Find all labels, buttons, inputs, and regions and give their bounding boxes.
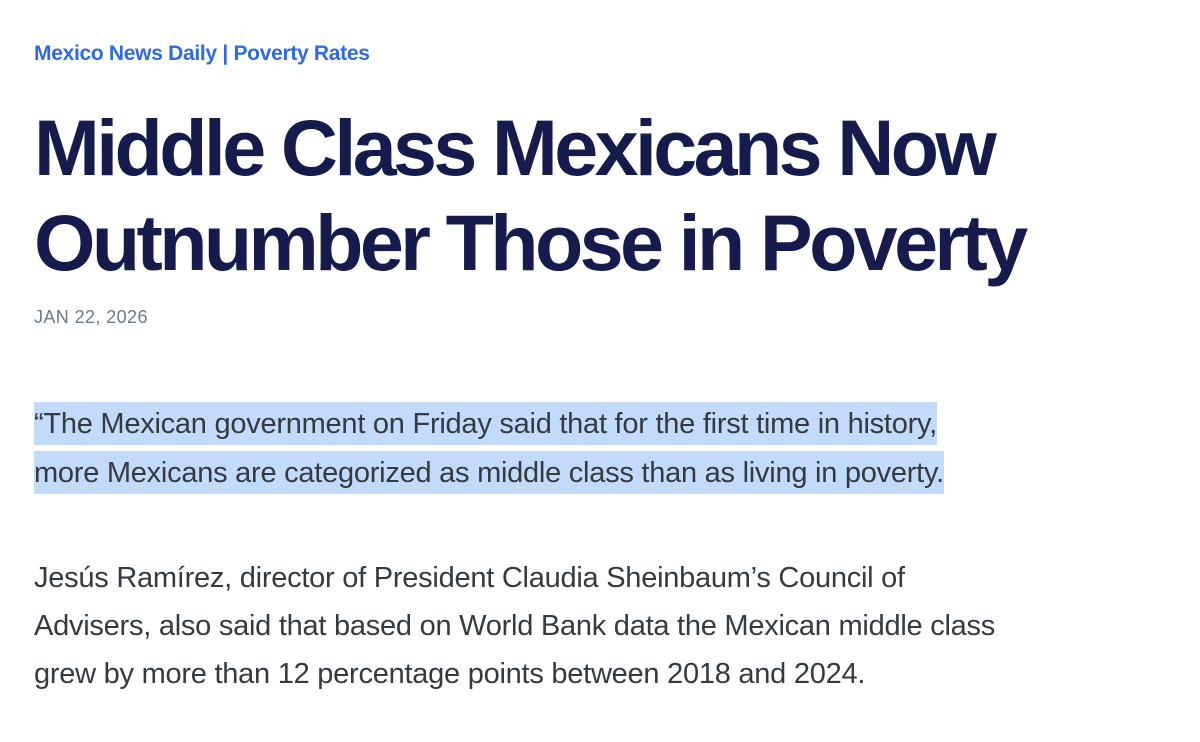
quote-line-1-text[interactable]: “The Mexican government on Friday said t…: [34, 402, 937, 445]
source-link[interactable]: Mexico News Daily | Poverty Rates: [34, 42, 370, 65]
paragraph-line-1: Jesús Ramírez, director of President Cla…: [34, 562, 905, 594]
highlighted-quote[interactable]: “The Mexican government on Friday said t…: [34, 400, 944, 498]
quote-line-1: “The Mexican government on Friday said t…: [34, 400, 944, 449]
body-paragraph: Jesús Ramírez, director of President Cla…: [34, 554, 995, 698]
headline-line-1: Middle Class Mexicans Now: [34, 103, 997, 192]
headline-line-2: Outnumber Those in Poverty: [34, 198, 1028, 287]
article-headline: Middle Class Mexicans Now Outnumber Thos…: [34, 100, 1174, 290]
paragraph-line-2: Advisers, also said that based on World …: [34, 610, 996, 642]
publish-date: JAN 22, 2026: [34, 307, 148, 327]
paragraph-line-3: grew by more than 12 percentage points b…: [34, 658, 866, 690]
quote-line-2: more Mexicans are categorized as middle …: [34, 449, 944, 498]
quote-line-2-text[interactable]: more Mexicans are categorized as middle …: [34, 451, 944, 494]
